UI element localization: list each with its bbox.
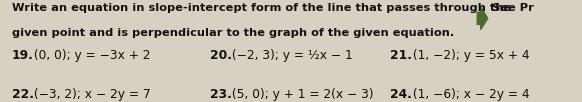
Text: 23.: 23. bbox=[210, 88, 232, 101]
Text: 22.: 22. bbox=[12, 88, 34, 101]
Text: given point and is perpendicular to the graph of the given equation.: given point and is perpendicular to the … bbox=[12, 28, 454, 38]
Text: (1, −2); y = 5x + 4: (1, −2); y = 5x + 4 bbox=[409, 49, 529, 62]
Text: 24.: 24. bbox=[390, 88, 412, 101]
FancyArrow shape bbox=[477, 7, 488, 30]
Text: 21.: 21. bbox=[390, 49, 412, 62]
Text: (5, 0); y + 1 = 2(x − 3): (5, 0); y + 1 = 2(x − 3) bbox=[228, 88, 374, 101]
Text: (−3, 2); x − 2y = 7: (−3, 2); x − 2y = 7 bbox=[30, 88, 151, 101]
Text: (−2, 3); y = ½x − 1: (−2, 3); y = ½x − 1 bbox=[228, 49, 353, 62]
Text: Write an equation in slope-intercept form of the line that passes through the: Write an equation in slope-intercept for… bbox=[12, 3, 511, 13]
Text: See Pr: See Pr bbox=[492, 3, 534, 13]
Text: 19.: 19. bbox=[12, 49, 34, 62]
Text: 20.: 20. bbox=[210, 49, 232, 62]
Text: (0, 0); y = −3x + 2: (0, 0); y = −3x + 2 bbox=[30, 49, 151, 62]
Text: (1, −6); x − 2y = 4: (1, −6); x − 2y = 4 bbox=[409, 88, 529, 101]
